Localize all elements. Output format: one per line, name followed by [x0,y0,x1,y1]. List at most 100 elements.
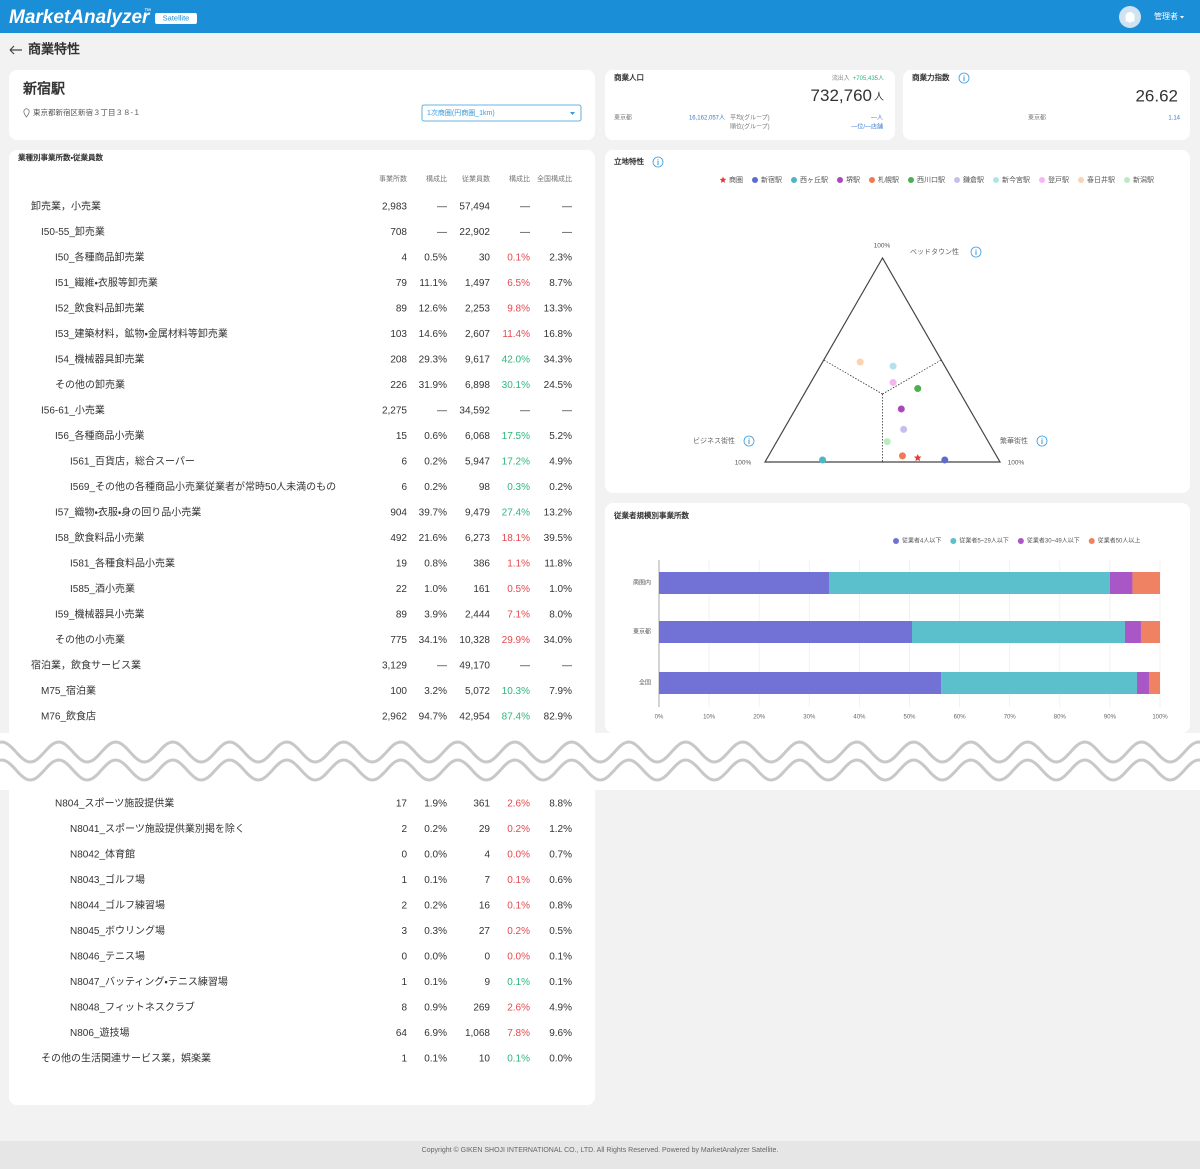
axis-max-label: 100% [735,460,752,467]
ternary-frame [763,256,1002,463]
bar-segment [1148,672,1160,694]
cell: 87.4% [502,712,530,723]
cell: 1.0% [549,584,572,595]
logo[interactable]: MarketAnalyzer [9,7,151,28]
cell: 8.0% [549,610,572,621]
cell: 42.0% [502,355,530,366]
row-label: N8043_ゴルフ場 [70,873,145,886]
cell: 0.1% [549,977,572,988]
cell: 1.1% [507,559,530,570]
row-label: I54_機械器具卸売業 [55,353,144,366]
cell: 708 [390,227,407,238]
cell: 5,072 [465,686,490,697]
area-select[interactable] [421,104,582,122]
cell: 16 [479,901,491,912]
point [913,453,922,462]
cell: 29.9% [502,635,530,646]
group-value: —位/—店舗 [851,123,883,131]
user-name[interactable]: 管理者 [1154,11,1178,21]
legend-label: 新今宮駅 [1002,175,1030,184]
cell: 3.2% [424,686,447,697]
legend-marker [993,177,999,183]
population-value: 732,760 人 [811,86,884,105]
cell: 5,947 [465,457,490,468]
population-unit: 人 [874,92,884,103]
cell: 29 [479,824,491,835]
group-label: 平均(グループ) [730,114,770,122]
x-tick-label: 40% [853,715,866,721]
cell: 0.0% [507,850,530,861]
cell: 226 [390,380,407,391]
location-card [9,70,595,140]
row-label: I53_建築材料，鉱物・金属材料等卸売業 [55,327,228,340]
cell: 17.5% [502,431,530,442]
axis-max-label: 100% [874,243,891,250]
bell-icon [1125,12,1135,23]
cell: 34,592 [459,406,490,417]
row-label: I58_飲食料品小売業 [55,531,144,544]
cell: 1.0% [424,584,447,595]
cell: 3 [401,926,407,937]
info-icon[interactable] [652,156,664,168]
station-name: 新宿駅 [22,81,66,97]
cell: 2,962 [382,712,407,723]
legend-item: 春日井駅 [1078,175,1115,184]
cell: — [562,202,572,213]
footer-bar [0,1141,1200,1169]
row-label: I57_織物・衣服・身の回り品小売業 [55,506,201,519]
column-header: 事業所数 [379,174,407,183]
row-label: N806_遊技場 [70,1026,129,1039]
info-icon[interactable] [958,72,970,84]
cell: 0.1% [507,901,530,912]
cell: 0.2% [507,824,530,835]
bar-segment [1136,672,1149,694]
info-icon[interactable] [1036,435,1048,447]
back-arrow[interactable] [9,45,22,55]
info-icon[interactable] [970,246,982,258]
axis-max-label: 100% [1008,460,1025,467]
row-label: I50_各種商品卸売業 [55,251,144,264]
flow-label: 流出入 [832,74,850,82]
compare-label: 東京都 [614,114,632,122]
cell: 0.2% [424,824,447,835]
cell: — [562,406,572,417]
legend-item: 札幌駅 [869,175,899,184]
cell: 10 [479,1054,491,1065]
row-label: N8044_ゴルフ練習場 [70,899,165,912]
cell: 100 [390,686,407,697]
cell: 0.1% [507,977,530,988]
cell: 4 [484,850,490,861]
cell: 17.2% [502,457,530,468]
location-chart-card [605,150,1190,493]
row-label: その他の小売業 [55,633,125,646]
cell: — [520,661,530,672]
axis-label: ベッドタウン性 [910,247,959,256]
cell: 2,275 [382,406,407,417]
axis-label: 繁華街性 [1000,436,1028,445]
cell: 6 [401,457,407,468]
cell: 29.3% [419,355,447,366]
row-label: I585_酒小売業 [70,582,135,595]
legend-marker [791,177,797,183]
y-tick-label: 商圏内 [633,579,651,587]
cell: — [437,406,447,417]
cell: — [437,661,447,672]
cell: 0.5% [507,584,530,595]
cell: 2 [401,824,407,835]
index-card [903,70,1190,140]
info-icon[interactable] [743,435,755,447]
legend-label: 従業者50人以上 [1098,537,1141,545]
compare-value: 1.14 [1168,116,1180,122]
badge [155,13,197,24]
cell: 4.9% [549,457,572,468]
legend-marker [950,538,957,544]
cell: 3,129 [382,661,407,672]
row-label: 卸売業，小売業 [31,200,101,213]
cell: 27.4% [502,508,530,519]
cell: — [437,202,447,213]
column-header: 従業員数 [462,174,490,183]
cell: 0.5% [549,926,572,937]
cell: 11.4% [502,329,530,340]
legend-label: 新宿駅 [761,175,782,184]
